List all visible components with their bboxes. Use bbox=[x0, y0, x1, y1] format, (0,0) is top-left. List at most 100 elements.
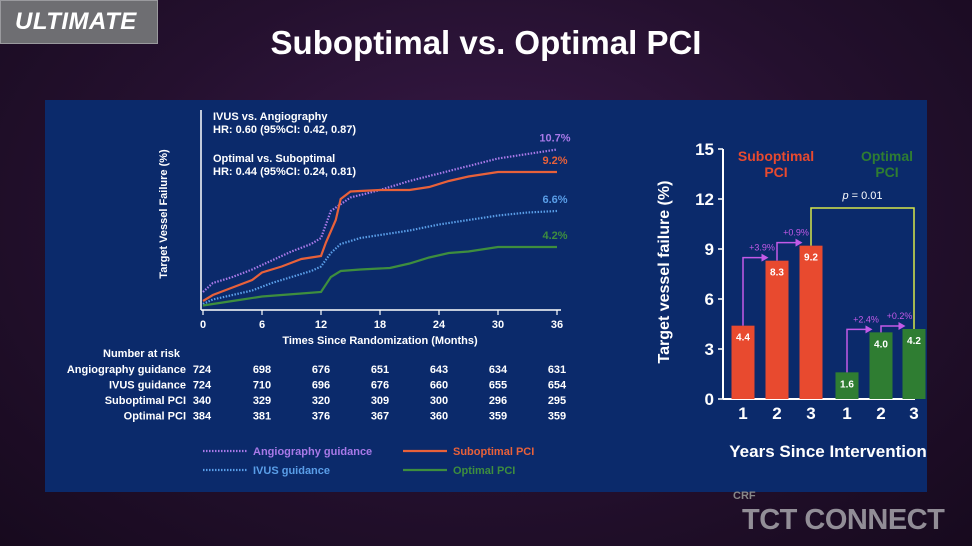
chart-panel: 0 6 12 18 24 30 36 Times Since Randomization (M… bbox=[45, 100, 927, 492]
bar-group-header: PCI bbox=[764, 164, 787, 180]
increment-arrowhead bbox=[898, 322, 906, 330]
risk-cell: 359 bbox=[489, 411, 507, 423]
bar-rect bbox=[731, 325, 755, 399]
km-series-line bbox=[202, 170, 557, 302]
km-end-label: 6.6% bbox=[542, 194, 567, 206]
pvalue-label: p = 0.01 bbox=[841, 190, 882, 202]
increment-label: +0.9% bbox=[783, 228, 809, 238]
bar-y-tick-label: 0 bbox=[705, 390, 714, 409]
risk-cell: 367 bbox=[371, 411, 389, 423]
risk-cell: 381 bbox=[253, 411, 271, 423]
km-annotation: HR: 0.44 (95%CI: 0.24, 0.81) bbox=[213, 166, 356, 178]
increment-label: +2.4% bbox=[853, 314, 879, 324]
legend-label: IVUS guidance bbox=[253, 465, 330, 477]
bar-x-tick-label: 1 bbox=[738, 404, 747, 423]
risk-cell: 631 bbox=[548, 364, 566, 376]
increment-arrowhead bbox=[795, 238, 803, 247]
km-x-tick-label: 0 bbox=[200, 319, 206, 331]
km-annotation: HR: 0.60 (95%CI: 0.42, 0.87) bbox=[213, 124, 356, 136]
pvalue-p: p bbox=[841, 190, 848, 202]
bar-rect bbox=[799, 245, 823, 399]
legend-label: Optimal PCI bbox=[453, 465, 515, 477]
bar-value-label: 4.0 bbox=[874, 339, 888, 350]
bar-group-header: PCI bbox=[875, 164, 898, 180]
risk-cell: 655 bbox=[489, 380, 507, 392]
km-x-axis-label: Times Since Randomization (Months) bbox=[282, 335, 478, 347]
km-series-line bbox=[202, 245, 557, 307]
risk-cell: 295 bbox=[548, 395, 566, 407]
risk-cell: 710 bbox=[253, 380, 271, 392]
risk-cell: 676 bbox=[312, 364, 330, 376]
risk-row-label: Angiography guidance bbox=[67, 364, 186, 376]
km-x-tick-label: 18 bbox=[374, 319, 386, 331]
km-chart: 0 6 12 18 24 30 36 Times Since Randomization (M… bbox=[67, 110, 571, 477]
km-x-tick-label: 6 bbox=[259, 319, 265, 331]
bar-x-tick-label: 2 bbox=[772, 404, 781, 423]
bar-value-label: 4.2 bbox=[907, 336, 921, 347]
increment-arrowhead bbox=[865, 325, 873, 334]
bar-value-label: 1.6 bbox=[840, 379, 854, 390]
risk-row-label: Optimal PCI bbox=[124, 411, 186, 423]
bar-rect bbox=[765, 260, 789, 399]
slide-title: Suboptimal vs. Optimal PCI bbox=[270, 24, 702, 61]
risk-table-header: Number at risk bbox=[103, 348, 181, 360]
risk-cell: 360 bbox=[430, 411, 448, 423]
bar-y-tick-label: 15 bbox=[695, 140, 714, 159]
risk-cell: 300 bbox=[430, 395, 448, 407]
increment-arrow bbox=[742, 256, 765, 326]
km-end-label: 10.7% bbox=[539, 133, 570, 145]
risk-row-label: IVUS guidance bbox=[109, 380, 186, 392]
risk-cell: 320 bbox=[312, 395, 330, 407]
ultimate-badge: ULTIMATE bbox=[0, 0, 158, 44]
km-x-tick-label: 30 bbox=[492, 319, 504, 331]
bar-rect bbox=[902, 329, 926, 399]
watermark-crf: CRF bbox=[733, 490, 756, 502]
bar-group-header: Optimal bbox=[861, 148, 913, 164]
risk-cell: 696 bbox=[312, 380, 330, 392]
bar-value-label: 8.3 bbox=[770, 268, 784, 279]
risk-row-label: Suboptimal PCI bbox=[105, 395, 186, 407]
watermark-brand: TCT CONNECT bbox=[742, 504, 945, 536]
risk-cell: 384 bbox=[193, 411, 212, 423]
km-annotation: IVUS vs. Angiography bbox=[213, 111, 328, 123]
km-y-axis-label: Target Vessel Failure (%) bbox=[158, 149, 170, 279]
km-annotation: Optimal vs. Suboptimal bbox=[213, 153, 335, 165]
risk-cell: 651 bbox=[371, 364, 389, 376]
increment-arrow bbox=[776, 241, 799, 261]
risk-cell: 676 bbox=[371, 380, 389, 392]
bar-y-axis-label: Target vessel failure (%) bbox=[656, 181, 673, 364]
km-end-label: 9.2% bbox=[542, 155, 567, 167]
risk-cell: 340 bbox=[193, 395, 211, 407]
km-series-line bbox=[202, 148, 558, 293]
risk-cell: 698 bbox=[253, 364, 271, 376]
km-x-tick-label: 36 bbox=[551, 319, 563, 331]
risk-cell: 724 bbox=[193, 380, 212, 392]
risk-cell: 634 bbox=[489, 364, 508, 376]
bar-x-tick-label: 3 bbox=[909, 404, 918, 423]
increment-arrow bbox=[880, 325, 902, 333]
legend-label: Suboptimal PCI bbox=[453, 446, 534, 458]
bar-rect bbox=[835, 372, 859, 399]
risk-cell: 296 bbox=[489, 395, 507, 407]
risk-cell: 309 bbox=[371, 395, 389, 407]
bar-x-tick-label: 2 bbox=[876, 404, 885, 423]
bar-y-tick-label: 12 bbox=[695, 190, 714, 209]
bar-y-tick-label: 6 bbox=[705, 290, 714, 309]
risk-cell: 660 bbox=[430, 380, 448, 392]
bar-value-label: 4.4 bbox=[736, 333, 750, 344]
bar-rect bbox=[869, 332, 893, 399]
risk-cell: 376 bbox=[312, 411, 330, 423]
legend-label: Angiography guidance bbox=[253, 446, 372, 458]
km-x-tick-label: 12 bbox=[315, 319, 327, 331]
km-series-line bbox=[202, 209, 558, 306]
bar-group-header: Suboptimal bbox=[738, 148, 814, 164]
risk-cell: 359 bbox=[548, 411, 566, 423]
bar-value-label: 9.2 bbox=[804, 253, 818, 264]
km-end-label: 4.2% bbox=[542, 230, 567, 242]
increment-arrowhead bbox=[761, 253, 769, 262]
badge-label: ULTIMATE bbox=[15, 8, 137, 35]
bar-x-axis-label: Years Since Intervention bbox=[729, 442, 926, 461]
risk-cell: 654 bbox=[548, 380, 567, 392]
bar-x-tick-label: 1 bbox=[842, 404, 851, 423]
